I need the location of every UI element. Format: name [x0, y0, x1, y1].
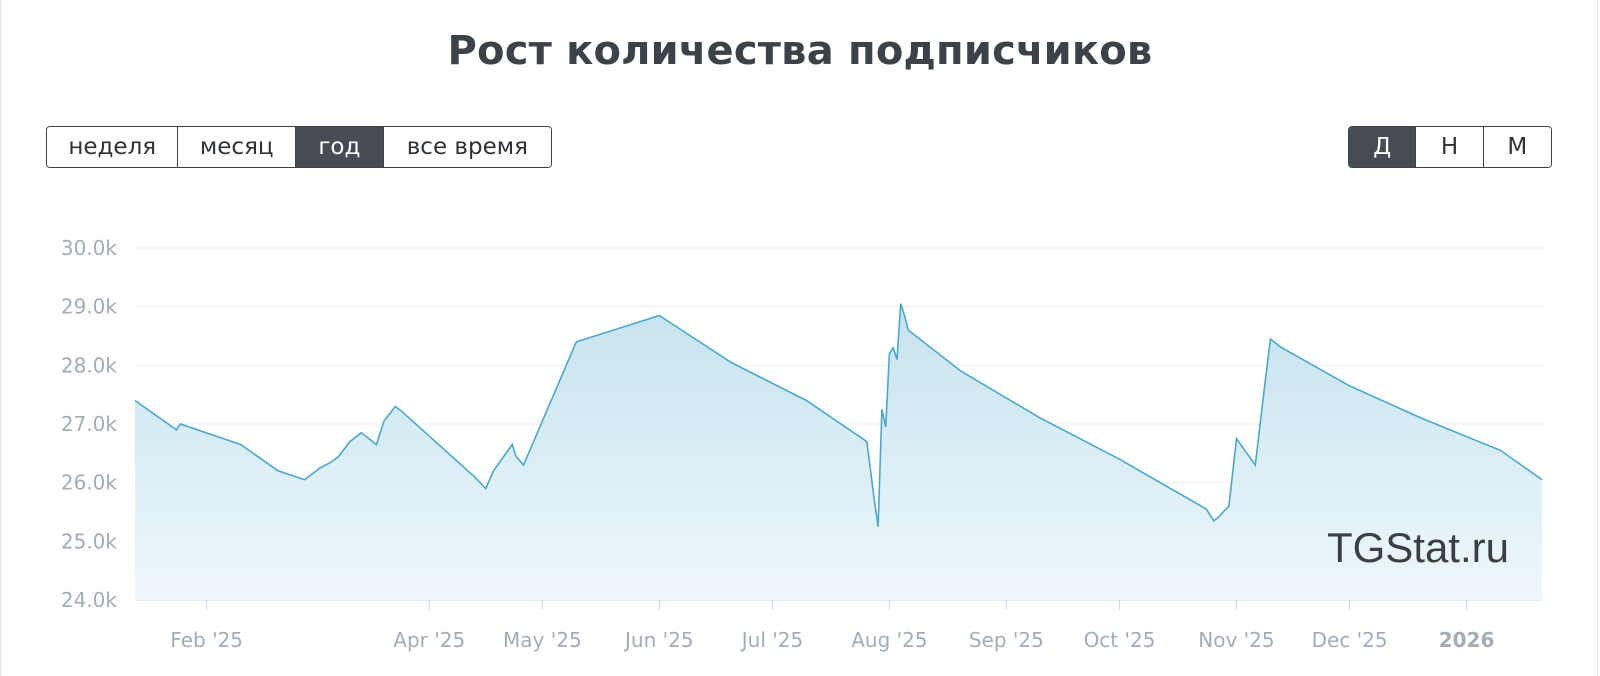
period-selector: неделя месяц год все время	[46, 126, 552, 168]
watermark-text: TGStat.ru	[1327, 524, 1509, 571]
x-tick-label: Aug '25	[851, 628, 927, 652]
period-month-button[interactable]: месяц	[178, 127, 297, 167]
x-tick-label: Oct '25	[1084, 628, 1156, 652]
y-tick-label: 30.0k	[61, 236, 118, 260]
x-tick-label: 2026	[1439, 628, 1495, 652]
x-tick-label: May '25	[503, 628, 582, 652]
granularity-selector: Д Н М	[1348, 126, 1552, 168]
y-tick-label: 24.0k	[61, 588, 118, 612]
y-tick-label: 28.0k	[61, 353, 118, 377]
granularity-month-button[interactable]: М	[1483, 127, 1551, 167]
y-tick-label: 29.0k	[61, 295, 118, 319]
x-tick-label: Nov '25	[1198, 628, 1274, 652]
x-tick-label: Apr '25	[393, 628, 465, 652]
granularity-week-button[interactable]: Н	[1416, 127, 1484, 167]
granularity-day-button[interactable]: Д	[1349, 127, 1417, 167]
period-all-time-button[interactable]: все время	[383, 127, 551, 167]
x-tick-label: Sep '25	[969, 628, 1044, 652]
x-tick-label: Feb '25	[170, 628, 243, 652]
page-title: Рост количества подписчиков	[447, 28, 1153, 74]
y-tick-label: 25.0k	[61, 529, 118, 553]
series-area	[135, 303, 1542, 600]
y-tick-label: 27.0k	[61, 412, 118, 436]
period-year-button[interactable]: год	[296, 127, 384, 167]
x-tick-label: Jul '25	[740, 628, 803, 652]
y-tick-label: 26.0k	[61, 471, 118, 495]
series-line	[134, 303, 1543, 527]
x-tick-label: Jun '25	[623, 628, 694, 652]
period-week-button[interactable]: неделя	[47, 127, 179, 167]
x-axis: Feb '25 Apr '25 May '25 Jun '25 Jul '25 Aug '…	[170, 600, 1494, 652]
x-tick-label: Dec '25	[1312, 628, 1388, 652]
